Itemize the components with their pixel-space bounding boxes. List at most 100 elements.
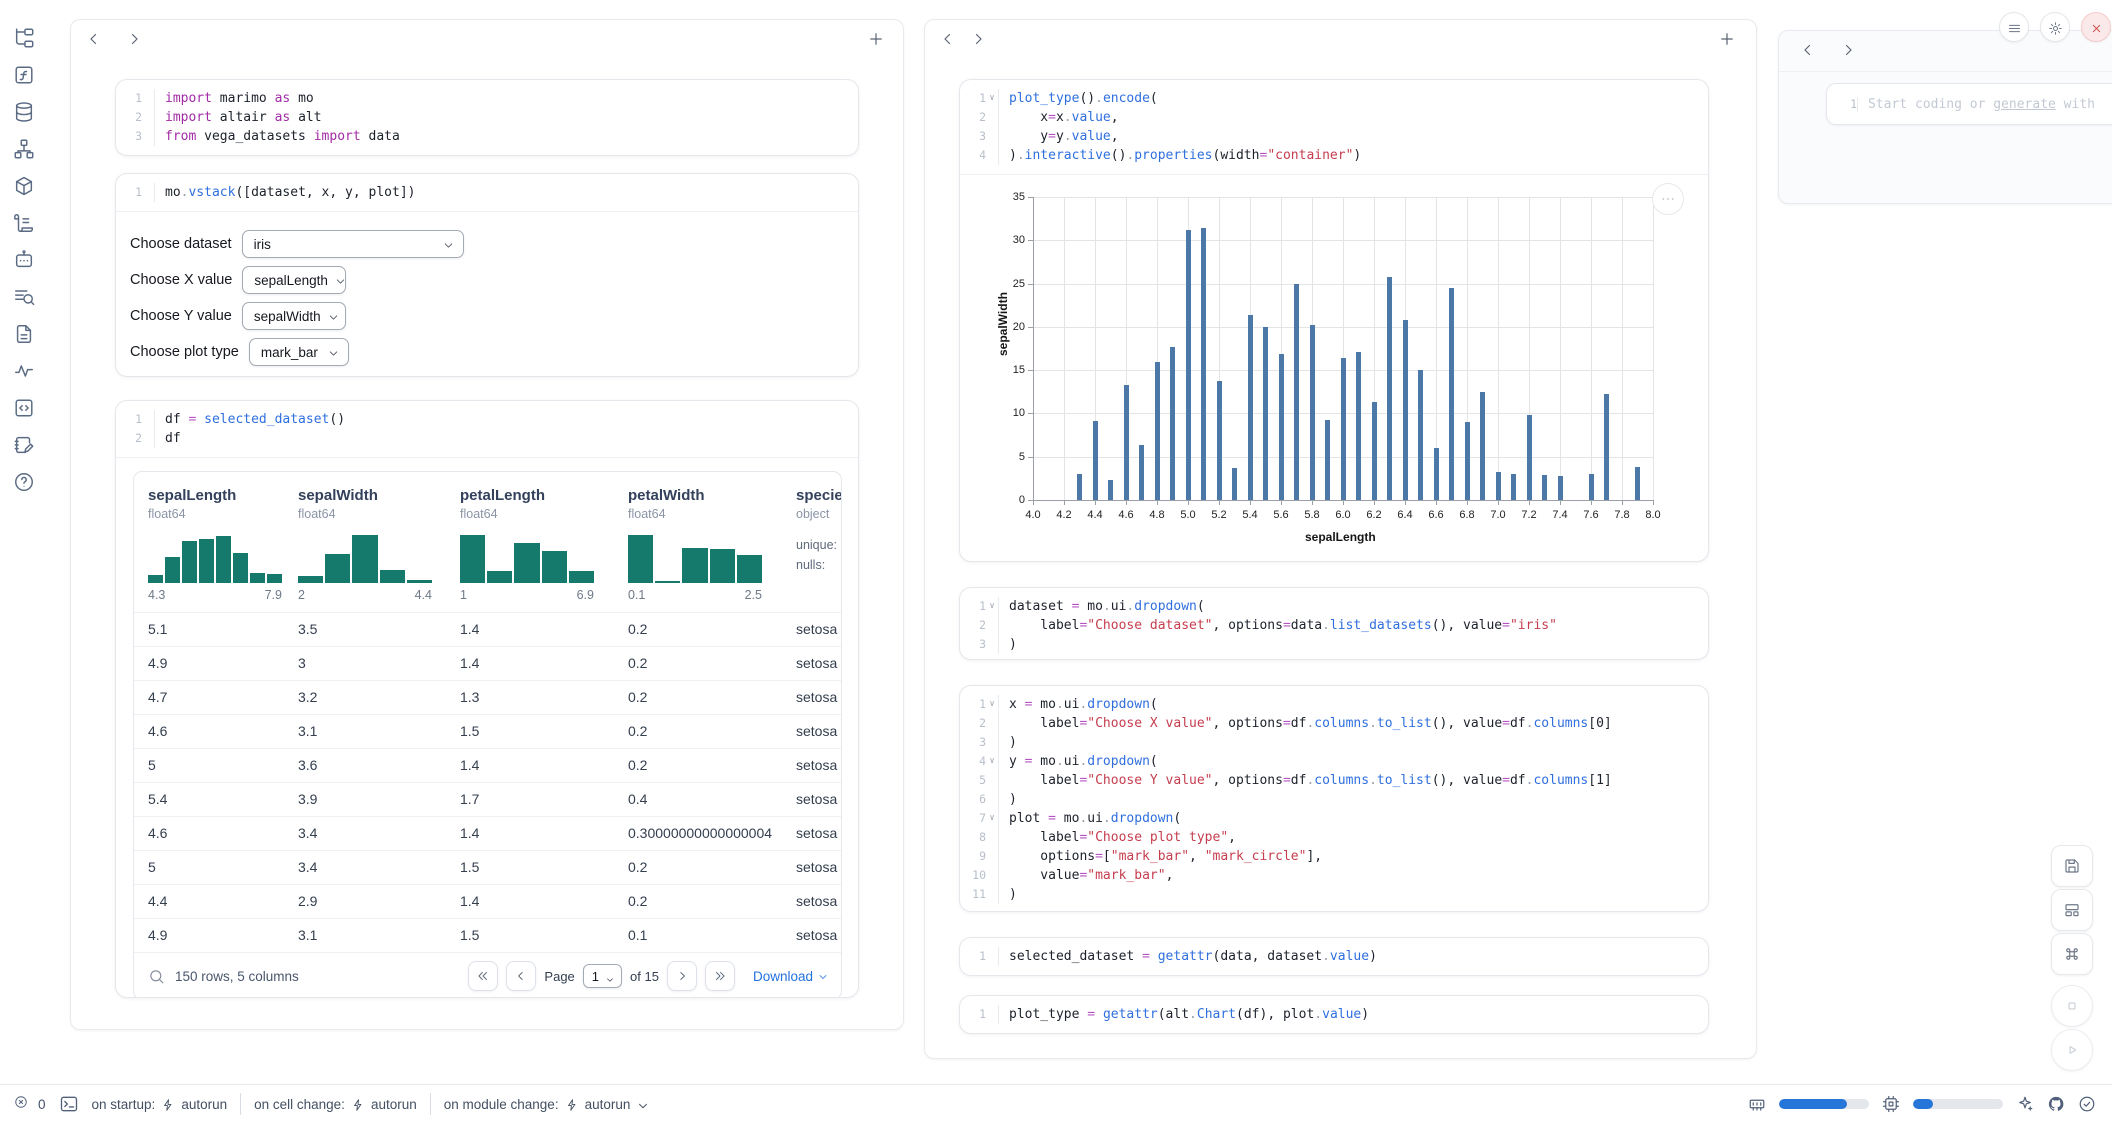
code-line[interactable]: 2 df: [116, 429, 858, 448]
sidebar-item-file-text[interactable]: [13, 323, 35, 345]
command-palette-button[interactable]: [2051, 933, 2093, 975]
sidebar-item-database[interactable]: [13, 101, 35, 123]
column-header[interactable]: sepalWidth float64 2 4.4: [298, 487, 433, 602]
code-line[interactable]: 11): [960, 885, 1708, 904]
sidebar-item-code-square[interactable]: [13, 397, 35, 419]
sidebar-item-function-square[interactable]: [13, 64, 35, 86]
sidebar-item-file-tree[interactable]: [13, 27, 35, 49]
run-setting[interactable]: on startup: autorun: [92, 1097, 228, 1112]
column-header[interactable]: petalWidth float64 0.1 2.5: [628, 487, 763, 602]
code-line[interactable]: 7 ∨ plot = mo.ui.dropdown(: [960, 809, 1708, 828]
dropdown-select-3[interactable]: mark_bar: [248, 338, 349, 366]
next-page-button[interactable]: [666, 961, 697, 991]
sidebar-item-bot-message[interactable]: [13, 249, 35, 271]
code-cell-dataframe[interactable]: 1 df = selected_dataset() 2 df sepalLength f…: [115, 400, 859, 998]
search-icon[interactable]: [148, 968, 165, 985]
code-line[interactable]: 1 plot_type = getattr(alt.Chart(df), plot…: [960, 1005, 1708, 1024]
code-line[interactable]: 1 ∨ plot_type().encode(: [960, 89, 1708, 108]
code-cell-plot[interactable]: 1 ∨ plot_type().encode(2 x=x.value, 3 y=y.v…: [959, 79, 1709, 562]
code-line[interactable]: 1 ∨ x = mo.ui.dropdown(: [960, 695, 1708, 714]
fold-chevron-icon[interactable]: ∨: [989, 756, 995, 766]
errors-indicator[interactable]: 0: [14, 1095, 46, 1113]
code-editor[interactable]: 1 selected_dataset = getattr(data, datase…: [960, 938, 1708, 975]
code-line[interactable]: 1 import marimo as mo: [116, 89, 858, 108]
chevron-left-icon[interactable]: [1799, 41, 1817, 59]
fold-chevron-icon[interactable]: ∨: [989, 813, 995, 823]
dropdown-select-2[interactable]: sepalWidth: [241, 302, 346, 330]
code-cell-imports[interactable]: 1 import marimo as mo 2 import altair as al…: [115, 79, 859, 156]
code-editor[interactable]: 1 ∨ x = mo.ui.dropdown(2 label="Choose X v…: [960, 686, 1708, 911]
code-editor[interactable]: 1 ∨ dataset = mo.ui.dropdown(2 label="Choo…: [960, 588, 1708, 659]
code-editor[interactable]: 1 mo.vstack([dataset, x, y, plot]): [116, 174, 858, 211]
table-row[interactable]: 5.1 3.5 1.4 0.2 setosa: [134, 612, 841, 646]
code-line[interactable]: 1 selected_dataset = getattr(data, datase…: [960, 947, 1708, 966]
code-editor[interactable]: 1 import marimo as mo 2 import altair as al…: [116, 80, 858, 155]
code-line[interactable]: 2 label="Choose X value", options=df.col…: [960, 714, 1708, 733]
chevron-left-icon[interactable]: [85, 30, 103, 48]
table-row[interactable]: 4.7 3.2 1.3 0.2 setosa: [134, 680, 841, 714]
code-cell-plot-type[interactable]: 1 plot_type = getattr(alt.Chart(df), plot…: [959, 995, 1709, 1034]
code-line[interactable]: 3): [960, 635, 1708, 654]
table-row[interactable]: 4.9 3 1.4 0.2 setosa: [134, 646, 841, 680]
code-line[interactable]: 4).interactive().properties(width="conta…: [960, 146, 1708, 165]
code-line[interactable]: 6): [960, 790, 1708, 809]
chevron-right-icon[interactable]: [1839, 41, 1857, 59]
fold-chevron-icon[interactable]: ∨: [989, 93, 995, 103]
last-page-button[interactable]: [704, 961, 735, 991]
column-header[interactable]: petalLength float64 1 6.9: [460, 487, 595, 602]
chevron-left-icon[interactable]: [939, 30, 957, 48]
chevron-right-icon[interactable]: [969, 30, 987, 48]
table-row[interactable]: 4.9 3.1 1.5 0.1 setosa: [134, 918, 841, 952]
column-header[interactable]: speciesobjectunique:nulls:: [796, 487, 841, 572]
chart-options-button[interactable]: [1652, 183, 1684, 215]
sidebar-item-activity[interactable]: [13, 360, 35, 382]
table-row[interactable]: 4.6 3.4 1.4 0.30000000000000004 setosa: [134, 816, 841, 850]
code-line[interactable]: 5 label="Choose Y value", options=df.col…: [960, 771, 1708, 790]
code-line[interactable]: 3 y=y.value,: [960, 127, 1708, 146]
code-line[interactable]: 2 x=x.value,: [960, 108, 1708, 127]
run-button[interactable]: [2051, 1029, 2093, 1071]
code-cell-xy-dropdowns[interactable]: 1 ∨ x = mo.ui.dropdown(2 label="Choose X v…: [959, 685, 1709, 912]
scratchpad-cell[interactable]: 1 Start coding or generate with: [1826, 83, 2112, 125]
stop-button[interactable]: [2051, 985, 2093, 1027]
add-cell-icon[interactable]: [867, 30, 885, 48]
table-row[interactable]: 5 3.4 1.5 0.2 setosa: [134, 850, 841, 884]
sidebar-item-help-circle[interactable]: [13, 471, 35, 493]
add-cell-icon[interactable]: [1718, 30, 1736, 48]
code-line[interactable]: 1 ∨ dataset = mo.ui.dropdown(: [960, 597, 1708, 616]
generate-with-ai-link[interactable]: generate: [1993, 96, 2056, 112]
code-cell-vstack[interactable]: 1 mo.vstack([dataset, x, y, plot]) Choose…: [115, 173, 859, 377]
dropdown-select-1[interactable]: sepalLength: [242, 266, 347, 294]
code-line[interactable]: 8 label="Choose plot type",: [960, 828, 1708, 847]
run-setting[interactable]: on cell change: autorun: [254, 1097, 417, 1112]
prev-page-button[interactable]: [506, 961, 537, 991]
sidebar-item-scroll-text[interactable]: [13, 212, 35, 234]
code-cell-dataset-dropdown[interactable]: 1 ∨ dataset = mo.ui.dropdown(2 label="Choo…: [959, 587, 1709, 660]
cpu-usage-bar[interactable]: [1913, 1099, 2003, 1109]
sidebar-item-package[interactable]: [13, 175, 35, 197]
code-cell-selected-dataset[interactable]: 1 selected_dataset = getattr(data, datase…: [959, 937, 1709, 976]
fold-chevron-icon[interactable]: ∨: [989, 699, 995, 709]
download-button[interactable]: Download: [753, 969, 829, 984]
settings-button[interactable]: [2040, 12, 2070, 42]
code-line[interactable]: 2 label="Choose dataset", options=data.l…: [960, 616, 1708, 635]
column-header[interactable]: sepalLength float64 4.3 7.9: [148, 487, 282, 602]
table-row[interactable]: 4.4 2.9 1.4 0.2 setosa: [134, 884, 841, 918]
code-line[interactable]: 1 df = selected_dataset(): [116, 410, 858, 429]
altair-bar-chart[interactable]: 4.0 4.2 4.4 4.6 4.8 5.0 5.2 5.4 5.6 5.8 6.0 6.2 6.4 6…: [960, 175, 1708, 561]
fold-chevron-icon[interactable]: ∨: [989, 601, 995, 611]
chevron-right-icon[interactable]: [125, 30, 143, 48]
code-line[interactable]: 1 mo.vstack([dataset, x, y, plot]): [116, 183, 858, 202]
terminal-icon[interactable]: [59, 1094, 79, 1114]
code-editor[interactable]: 1 plot_type = getattr(alt.Chart(df), plot…: [960, 996, 1708, 1033]
code-line[interactable]: 3): [960, 733, 1708, 752]
table-row[interactable]: 5 3.6 1.4 0.2 setosa: [134, 748, 841, 782]
connection-status-icon[interactable]: [2078, 1095, 2096, 1113]
code-line[interactable]: 10 value="mark_bar",: [960, 866, 1708, 885]
sidebar-item-list-search[interactable]: [13, 286, 35, 308]
layout-button[interactable]: [2051, 889, 2093, 931]
first-page-button[interactable]: [468, 961, 499, 991]
github-icon[interactable]: [2047, 1095, 2065, 1113]
menu-button[interactable]: [1999, 12, 2029, 42]
table-row[interactable]: 4.6 3.1 1.5 0.2 setosa: [134, 714, 841, 748]
